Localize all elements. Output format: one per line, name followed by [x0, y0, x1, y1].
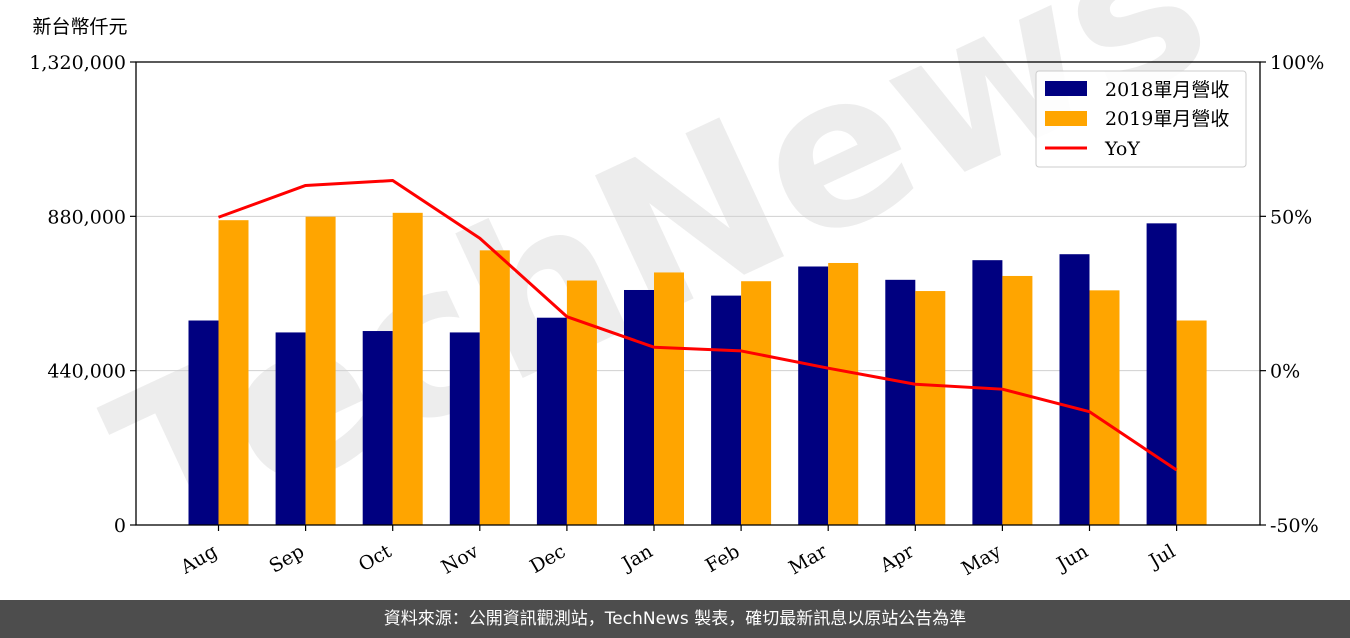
bar-2019-jan — [654, 272, 684, 525]
legend-swatch-2018 — [1045, 81, 1087, 96]
bar-2018-dec — [536, 317, 567, 525]
x-tick-label-dec: Dec — [526, 540, 569, 578]
bar-2019-oct — [392, 212, 423, 526]
right-tick-label: 50% — [1270, 206, 1312, 228]
left-tick-label: 880,000 — [47, 206, 126, 228]
x-tick-label-oct: Oct — [355, 540, 396, 576]
x-tick-label-jun: Jun — [1051, 540, 1092, 576]
x-tick-label-feb: Feb — [702, 540, 744, 577]
x-tick-label-apr: Apr — [876, 540, 919, 577]
bar-2018-feb — [711, 295, 742, 525]
source-footer: 資料來源：公開資訊觀測站，TechNews 製表，確切最新訊息以原站公告為準 — [0, 600, 1350, 638]
x-tick-label-may: May — [958, 540, 1005, 580]
right-tick-label: 0% — [1270, 361, 1300, 383]
legend: 2018單月營收 2019單月營收 YoY — [1035, 70, 1247, 168]
bar-2019-may — [1002, 275, 1033, 525]
x-tick-label-nov: Nov — [438, 540, 483, 579]
legend-box — [1035, 70, 1247, 168]
bar-2019-sep — [305, 216, 336, 526]
legend-label-2018: 2018單月營收 — [1105, 79, 1229, 101]
revenue-chart: TechNews 0440,000880,0001,320,000-50%0%5… — [29, 0, 1324, 592]
bar-2019-feb — [741, 281, 772, 525]
bar-2018-may — [972, 260, 1003, 525]
bar-2018-apr — [885, 279, 916, 525]
bar-2018-jun — [1059, 254, 1090, 525]
x-tick-label-jul: Jul — [1144, 540, 1179, 573]
bar-2019-nov — [479, 250, 510, 525]
bar-2018-mar — [798, 266, 829, 525]
legend-swatch-2019 — [1045, 111, 1087, 126]
bar-2018-aug — [188, 320, 219, 525]
bar-2018-sep — [275, 332, 306, 525]
left-tick-label: 0 — [114, 515, 126, 537]
bar-2019-jun — [1089, 290, 1120, 525]
bar-2019-apr — [915, 291, 946, 525]
right-tick-label: -50% — [1270, 515, 1319, 537]
bar-2018-nov — [449, 332, 480, 525]
bar-2019-mar — [828, 262, 859, 525]
left-tick-label: 1,320,000 — [29, 52, 126, 74]
bar-2019-jul — [1176, 320, 1207, 525]
yoy-line — [217, 179, 1178, 472]
axes — [130, 61, 1266, 531]
x-tick-label-jan: Jan — [617, 540, 657, 576]
bar-2018-jul — [1146, 223, 1177, 525]
plot-frame — [135, 61, 1261, 526]
x-tick-label-mar: Mar — [785, 540, 831, 579]
legend-label-yoy: YoY — [1104, 138, 1140, 160]
yoy-line-group — [217, 179, 1178, 472]
legend-label-2019: 2019單月營收 — [1105, 108, 1229, 130]
right-tick-label: 100% — [1270, 52, 1324, 74]
bars-group — [188, 212, 1207, 526]
left-tick-label: 440,000 — [47, 361, 126, 383]
y-axis-unit-label: 新台幣仟元 — [32, 16, 127, 38]
bar-2018-jan — [624, 289, 654, 525]
bar-2019-aug — [218, 220, 249, 526]
bar-2018-oct — [362, 331, 393, 525]
